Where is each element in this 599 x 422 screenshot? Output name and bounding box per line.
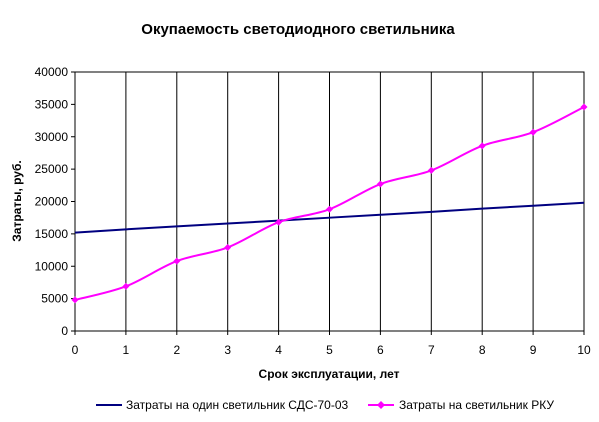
series-1-point-8 — [478, 142, 486, 150]
series-1-point-5 — [326, 205, 333, 213]
x-tick-label-3: 3 — [224, 343, 231, 357]
series-1-point-2 — [173, 257, 181, 265]
x-tick-label-8: 8 — [479, 343, 486, 357]
chart-title: Окупаемость светодиодного светильника — [141, 21, 455, 38]
series-1-point-4 — [275, 218, 283, 226]
x-tick-label-4: 4 — [275, 343, 282, 357]
x-tick-label-5: 5 — [326, 343, 333, 357]
legend-label-rku: Затраты на светильник РКУ — [399, 398, 554, 412]
series-line-0 — [74, 201, 585, 234]
series-1-point-1 — [122, 282, 130, 290]
y-axis-label: Затраты, руб. — [10, 160, 24, 241]
y-tick-label-15000: 15000 — [35, 227, 69, 241]
x-tick-label-0: 0 — [72, 343, 79, 357]
legend: Затраты на один светильник СДС-70-03 Зат… — [96, 398, 554, 412]
series-1-point-7 — [427, 166, 435, 174]
x-tick-label-2: 2 — [173, 343, 180, 357]
y-tick-label-40000: 40000 — [35, 65, 69, 79]
series-0 — [74, 201, 585, 234]
x-tick-label-9: 9 — [530, 343, 537, 357]
y-axis-ticks: 0 5000 10000 15000 20000 25000 30000 35000 40000 — [35, 65, 75, 338]
x-axis-ticks: 0 1 2 3 4 5 6 7 8 9 10 — [72, 331, 591, 357]
series-1 — [71, 103, 588, 304]
series-1-point-0 — [71, 296, 79, 304]
y-tick-label-5000: 5000 — [41, 292, 68, 306]
series-1-point-6 — [376, 180, 384, 188]
x-tick-label-6: 6 — [377, 343, 384, 357]
legend-marker-rku — [377, 401, 385, 409]
series-1-point-3 — [224, 243, 232, 251]
series-1-point-10 — [580, 103, 588, 111]
legend-label-sds: Затраты на один светильник СДС-70-03 — [126, 398, 348, 412]
x-tick-label-7: 7 — [428, 343, 435, 357]
x-axis-label: Срок эксплуатации, лет — [259, 367, 400, 381]
series-1-point-9 — [529, 128, 537, 136]
x-tick-label-1: 1 — [123, 343, 130, 357]
y-tick-label-30000: 30000 — [35, 130, 69, 144]
y-tick-label-35000: 35000 — [35, 97, 69, 111]
y-tick-label-25000: 25000 — [35, 162, 69, 176]
y-tick-label-0: 0 — [61, 324, 68, 338]
series-layer — [71, 103, 588, 304]
x-tick-label-10: 10 — [577, 343, 591, 357]
y-tick-label-20000: 20000 — [35, 195, 69, 209]
y-tick-label-10000: 10000 — [35, 259, 69, 273]
